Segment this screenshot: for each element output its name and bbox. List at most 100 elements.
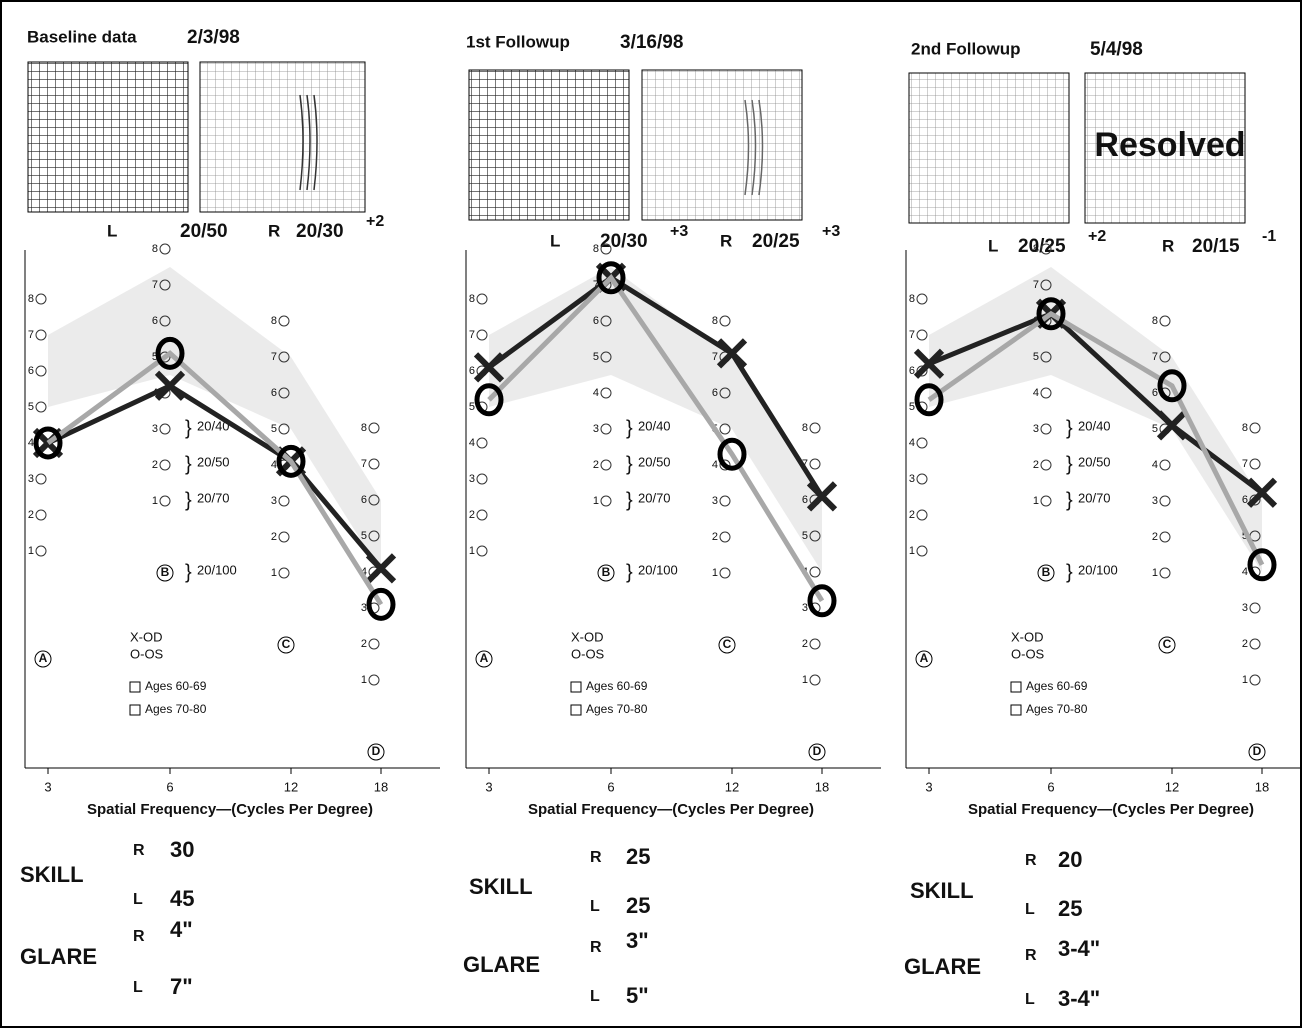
level-label: 3 [1033,423,1039,435]
level-circle [160,244,170,254]
level-label: 8 [593,243,599,255]
level-label: 8 [361,422,367,434]
level-label: 5 [1152,423,1158,435]
level-circle [160,460,170,470]
level-circle [160,424,170,434]
level-label: 6 [28,365,34,377]
x-tick-label: 18 [815,779,829,794]
x-tick-label: 18 [1255,779,1269,794]
level-circle [477,294,487,304]
level-label: 7 [1033,279,1039,291]
legend-label: Ages 60-69 [586,679,648,693]
eye-label: R [133,842,145,859]
level-label: 5 [28,401,34,413]
level-label: 4 [909,437,915,449]
level-label: 5 [909,401,915,413]
level-circle [279,532,289,542]
legend-box [130,705,140,715]
level-circle [36,294,46,304]
glare-value: 3-4" [1058,986,1100,1011]
level-label: 7 [1152,351,1158,363]
column-letter: D [1253,744,1262,758]
acuity-bracket: 20/70 [1078,490,1111,505]
acuity-bracket: 20/70 [638,490,671,505]
level-label: 2 [1242,638,1248,650]
legend-label: O-OS [1011,646,1045,661]
eye-label: R [1162,236,1174,255]
x-axis-label: Spatial Frequency—(Cycles Per Degree) [87,801,373,818]
bracket: } [626,561,633,583]
panel-date: 5/4/98 [1090,39,1143,60]
legend-label: O-OS [130,646,164,661]
level-label: 3 [593,423,599,435]
column-letter: C [723,637,732,651]
level-label: 7 [271,351,277,363]
level-circle [1160,496,1170,506]
level-circle [36,330,46,340]
level-label: 6 [152,315,158,327]
grid-note: Resolved [1094,126,1245,164]
level-label: 8 [1152,315,1158,327]
level-label: 2 [271,531,277,543]
eye-label: R [268,221,280,240]
level-label: 5 [271,423,277,435]
level-circle [720,316,730,326]
skill-value: 25 [626,844,650,869]
level-label: 1 [1242,674,1248,686]
level-circle [477,330,487,340]
level-circle [720,568,730,578]
level-circle [477,438,487,448]
column-letter: D [813,744,822,758]
level-label: 5 [802,530,808,542]
bracket: } [185,489,192,511]
level-label: 8 [909,293,915,305]
level-circle [369,459,379,469]
level-label: 3 [1242,602,1248,614]
legend-label: Ages 70-80 [1026,702,1088,716]
level-label: 1 [909,545,915,557]
level-circle [36,402,46,412]
level-label: 3 [909,473,915,485]
level-label: 6 [909,365,915,377]
level-circle [369,639,379,649]
x-tick-label: 6 [1047,779,1054,794]
legend-label: X-OD [130,629,163,644]
level-circle [917,438,927,448]
level-label: 5 [1033,351,1039,363]
level-label: 7 [28,329,34,341]
level-circle [1160,568,1170,578]
level-circle [1041,424,1051,434]
page: {"chart_data":[ {"type":"line","title":"… [0,0,1302,1028]
level-circle [810,567,820,577]
panel-title: 1st Followup [466,32,570,51]
acuity-bracket: 20/100 [638,562,678,577]
level-circle [1250,459,1260,469]
acuity-modifier: +3 [670,223,688,240]
acuity-bracket: 20/50 [638,454,671,469]
level-label: 2 [909,509,915,521]
eye-label: L [133,891,143,908]
level-circle [720,496,730,506]
level-label: 3 [152,423,158,435]
level-circle [1041,460,1051,470]
level-label: 4 [271,459,277,471]
level-label: 2 [802,638,808,650]
x-tick-label: 12 [1165,779,1179,794]
level-circle [477,510,487,520]
acuity-bracket: 20/40 [638,418,671,433]
level-label: 8 [271,315,277,327]
acuity: 20/30 [600,231,648,252]
level-label: 2 [28,509,34,521]
legend-box [571,705,581,715]
level-label: 6 [712,387,718,399]
level-label: 2 [361,638,367,650]
level-label: 4 [469,437,475,449]
level-label: 1 [469,545,475,557]
level-circle [810,459,820,469]
bracket: } [185,561,192,583]
skill-label: SKILL [910,878,974,903]
panel-title: Baseline data [27,27,137,46]
amsler-grids [28,62,1245,223]
eye-label: R [133,928,145,945]
eye-label: L [550,231,560,250]
